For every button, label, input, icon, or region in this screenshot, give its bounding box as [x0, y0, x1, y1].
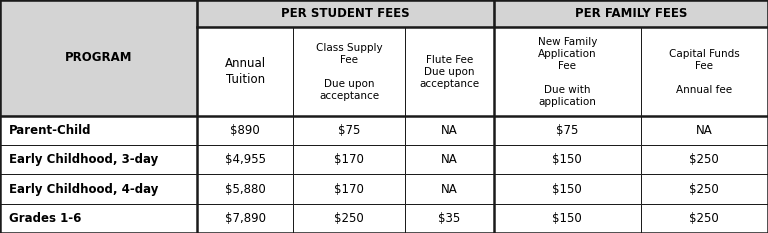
Bar — [641, 145, 768, 175]
Text: NA: NA — [442, 124, 458, 137]
Bar — [0, 175, 197, 204]
Bar — [494, 27, 641, 116]
Bar — [641, 116, 768, 145]
Bar — [293, 116, 406, 145]
Text: $75: $75 — [556, 124, 578, 137]
Text: Capital Funds
Fee

Annual fee: Capital Funds Fee Annual fee — [669, 49, 740, 95]
Text: Grades 1-6: Grades 1-6 — [9, 212, 81, 225]
Bar — [197, 116, 293, 145]
Bar — [494, 116, 641, 145]
Text: Parent-Child: Parent-Child — [9, 124, 91, 137]
Bar — [494, 204, 641, 233]
Bar — [494, 145, 641, 175]
Text: $250: $250 — [690, 212, 719, 225]
Text: Flute Fee
Due upon
acceptance: Flute Fee Due upon acceptance — [419, 55, 480, 89]
Text: $75: $75 — [338, 124, 360, 137]
Bar — [0, 0, 197, 116]
Text: $250: $250 — [334, 212, 364, 225]
Bar — [197, 145, 293, 175]
Text: $150: $150 — [552, 182, 582, 195]
Bar — [406, 145, 494, 175]
Text: NA: NA — [442, 153, 458, 166]
Bar — [0, 145, 197, 175]
Bar — [494, 175, 641, 204]
Bar — [293, 204, 406, 233]
Text: PER FAMILY FEES: PER FAMILY FEES — [574, 7, 687, 20]
Text: $7,890: $7,890 — [224, 212, 266, 225]
Text: New Family
Application
Fee

Due with
application: New Family Application Fee Due with appl… — [538, 37, 597, 107]
Text: Class Supply
Fee

Due upon
acceptance: Class Supply Fee Due upon acceptance — [316, 43, 382, 101]
Bar — [641, 204, 768, 233]
Text: NA: NA — [696, 124, 713, 137]
Text: NA: NA — [442, 182, 458, 195]
Text: PER STUDENT FEES: PER STUDENT FEES — [281, 7, 409, 20]
Text: Early Childhood, 3-day: Early Childhood, 3-day — [9, 153, 158, 166]
Text: PROGRAM: PROGRAM — [65, 51, 132, 64]
Bar — [494, 0, 768, 27]
Text: $150: $150 — [552, 212, 582, 225]
Bar — [0, 116, 197, 145]
Bar — [406, 204, 494, 233]
Bar — [406, 175, 494, 204]
Bar — [197, 27, 293, 116]
Bar — [293, 145, 406, 175]
Bar — [197, 204, 293, 233]
Text: Annual
Tuition: Annual Tuition — [224, 57, 266, 86]
Text: $170: $170 — [334, 153, 364, 166]
Bar — [293, 27, 406, 116]
Bar — [406, 116, 494, 145]
Text: $150: $150 — [552, 153, 582, 166]
Bar — [641, 27, 768, 116]
Text: $4,955: $4,955 — [224, 153, 266, 166]
Text: Early Childhood, 4-day: Early Childhood, 4-day — [9, 182, 158, 195]
Bar — [406, 27, 494, 116]
Text: $890: $890 — [230, 124, 260, 137]
Bar — [197, 0, 494, 27]
Text: $35: $35 — [439, 212, 461, 225]
Bar — [0, 204, 197, 233]
Text: $5,880: $5,880 — [225, 182, 266, 195]
Bar — [293, 175, 406, 204]
Text: $250: $250 — [690, 153, 719, 166]
Bar — [641, 175, 768, 204]
Bar — [197, 175, 293, 204]
Text: $170: $170 — [334, 182, 364, 195]
Text: $250: $250 — [690, 182, 719, 195]
